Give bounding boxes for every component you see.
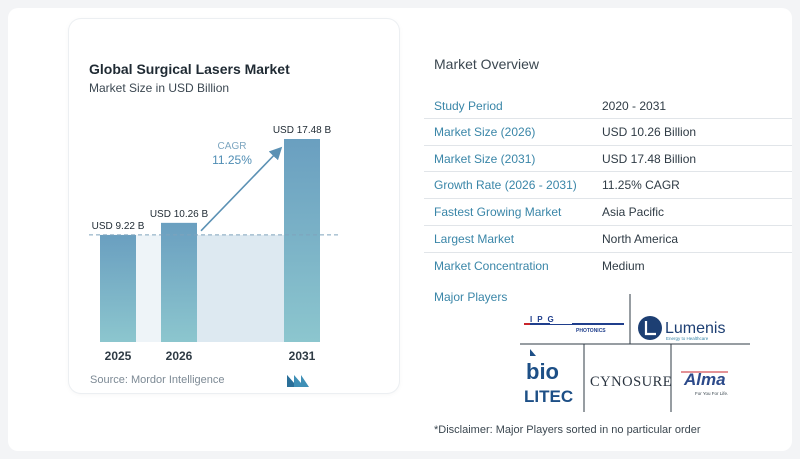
cynosure-logo-text: CYNOSURE xyxy=(590,374,672,390)
x-tick-label: 2026 xyxy=(166,349,193,363)
row-label: Market Concentration xyxy=(434,258,549,273)
overview-table: Study Period 2020 - 2031 Market Size (20… xyxy=(424,92,792,280)
row-label: Market Size (2031) xyxy=(434,151,536,166)
row-label: Largest Market xyxy=(434,231,515,246)
row-label: Market Size (2026) xyxy=(434,124,536,139)
bar-chart: 2025 2026 2031 USD 9.22 B USD 10.26 B USD 17.… xyxy=(89,125,341,363)
ipg-logo-subtext: PHOTONICS xyxy=(576,328,606,334)
row-label: Growth Rate (2026 - 2031) xyxy=(434,178,577,193)
chart-title: Global Surgical Lasers Market xyxy=(89,61,290,77)
cagr-label: CAGR xyxy=(218,141,247,152)
chart-card: Global Surgical Lasers Market Market Siz… xyxy=(69,19,399,393)
ipg-logo-text: IPG xyxy=(530,315,559,324)
disclaimer-text: *Disclaimer: Major Players sorted in no … xyxy=(434,424,701,436)
overview-row-market-size-2031: Market Size (2031) USD 17.48 Billion xyxy=(424,146,792,173)
row-value: 2020 - 2031 xyxy=(602,99,667,113)
biolitec-logo-top: bio xyxy=(526,359,559,384)
row-label: Fastest Growing Market xyxy=(434,205,562,220)
row-value: North America xyxy=(602,231,679,246)
bar-2025 xyxy=(100,234,136,342)
cagr-arrow xyxy=(200,146,283,232)
chart-subtitle: Market Size in USD Billion xyxy=(89,81,230,95)
row-value: Asia Pacific xyxy=(602,205,665,220)
source-text: Source: Mordor Intelligence xyxy=(90,374,225,386)
overview-row-fastest-growing: Fastest Growing Market Asia Pacific xyxy=(424,199,792,226)
row-value: USD 17.48 Billion xyxy=(602,151,697,166)
lumenis-logo-text: Lumenis xyxy=(665,320,725,337)
lumenis-tagline: Energy to Healthcare xyxy=(666,336,709,341)
major-players-title: Major Players xyxy=(434,290,508,304)
market-overview-panel: Market Overview Study Period 2020 - 2031… xyxy=(424,8,792,451)
cynosure-logo-icon: CYNOSURE xyxy=(590,374,672,390)
row-value: Medium xyxy=(602,258,645,273)
overview-row-study-period: Study Period 2020 - 2031 xyxy=(424,92,792,119)
biolitec-logo-icon: bio LITEC xyxy=(524,349,573,406)
gap-band xyxy=(136,234,161,342)
bar-2026 xyxy=(161,222,197,342)
row-value: USD 10.26 Billion xyxy=(602,124,697,139)
overview-row-growth-rate: Growth Rate (2026 - 2031) 11.25% CAGR xyxy=(424,172,792,200)
data-label: USD 17.48 B xyxy=(273,125,332,136)
growth-band xyxy=(197,234,284,342)
overview-row-concentration: Market Concentration Medium xyxy=(424,253,792,280)
overview-title: Market Overview xyxy=(434,56,540,72)
alma-logo-text: Alma xyxy=(683,370,726,389)
ipg-photonics-logo-icon: IPG PHOTONICS xyxy=(524,315,624,334)
data-label: USD 9.22 B xyxy=(92,221,145,232)
x-tick-label: 2031 xyxy=(289,349,316,363)
x-tick-label: 2025 xyxy=(105,349,132,363)
row-label: Study Period xyxy=(434,99,503,113)
major-players-logos: IPG PHOTONICS Lumenis Energy to Healthca… xyxy=(520,294,750,412)
bar-2031 xyxy=(284,139,320,342)
alma-tagline: For You For Life. xyxy=(695,391,728,396)
page-background: Global Surgical Lasers Market Market Siz… xyxy=(8,8,792,451)
alma-logo-icon: Alma For You For Life. xyxy=(681,370,728,396)
row-value: 11.25% CAGR xyxy=(602,178,680,193)
biolitec-logo-bottom: LITEC xyxy=(524,387,573,406)
mordor-logo-icon xyxy=(287,375,309,387)
overview-row-market-size-2026: Market Size (2026) USD 10.26 Billion xyxy=(424,119,792,146)
overview-row-largest-market: Largest Market North America xyxy=(424,226,792,253)
cagr-value: 11.25% xyxy=(212,153,252,167)
lumenis-logo-icon: Lumenis Energy to Healthcare xyxy=(638,316,725,341)
data-label: USD 10.26 B xyxy=(150,209,209,220)
